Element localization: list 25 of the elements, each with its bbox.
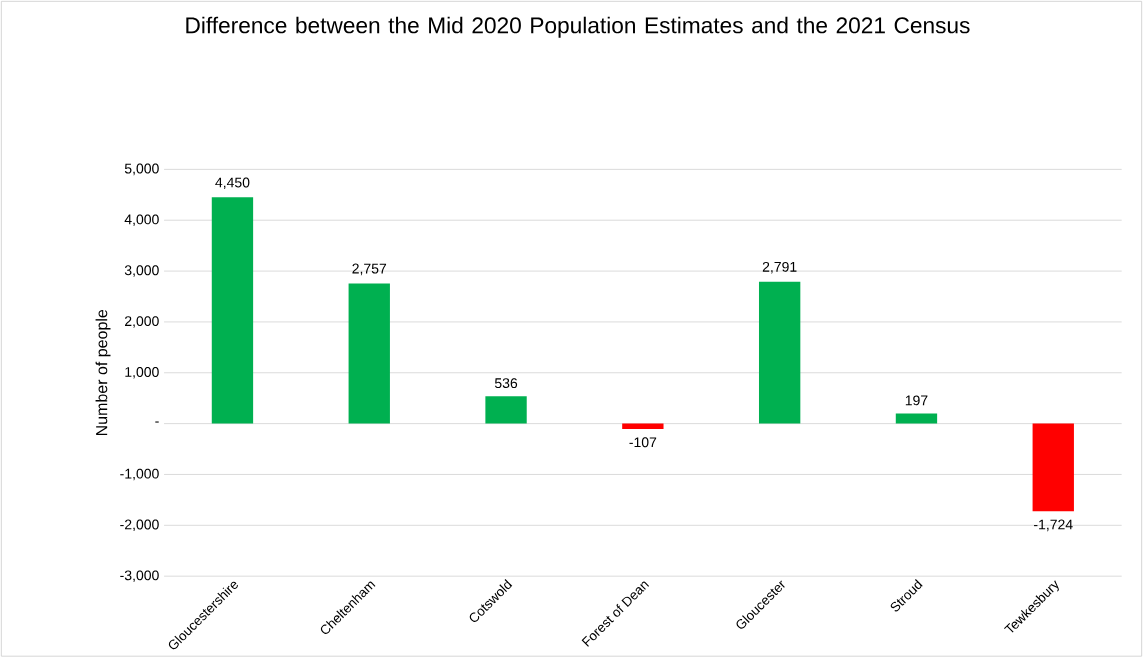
- bar: [895, 413, 938, 424]
- data-label: 2,791: [762, 262, 797, 274]
- data-label: 536: [494, 378, 518, 389]
- data-label: -107: [629, 437, 657, 448]
- y-tick-label: 3,000: [124, 265, 159, 278]
- y-tick-label: -1,000: [120, 468, 159, 481]
- bar: [348, 283, 390, 424]
- data-label: -1,724: [1034, 519, 1073, 532]
- bar: [1032, 423, 1074, 512]
- y-tick-label: -: [155, 421, 159, 423]
- y-tick-label: 4,000: [124, 214, 159, 227]
- y-axis-title: Number of people: [95, 310, 111, 436]
- data-label: 4,450: [215, 177, 250, 190]
- y-tick-label: 1,000: [125, 367, 159, 379]
- chart-title: Difference between the Mid 2020 Population Estimates and the 2021 Census: [186, 16, 970, 39]
- bar: [622, 423, 664, 430]
- data-label: 2,757: [352, 263, 387, 276]
- bar: [485, 396, 527, 424]
- y-tick-label: 5,000: [124, 163, 159, 176]
- y-tick-label: 2,000: [125, 316, 159, 328]
- y-tick-label: -3,000: [120, 570, 159, 583]
- bar: [211, 197, 254, 424]
- y-tick-label: -2,000: [120, 519, 159, 532]
- bar: [758, 281, 801, 424]
- data-label: 197: [905, 395, 928, 406]
